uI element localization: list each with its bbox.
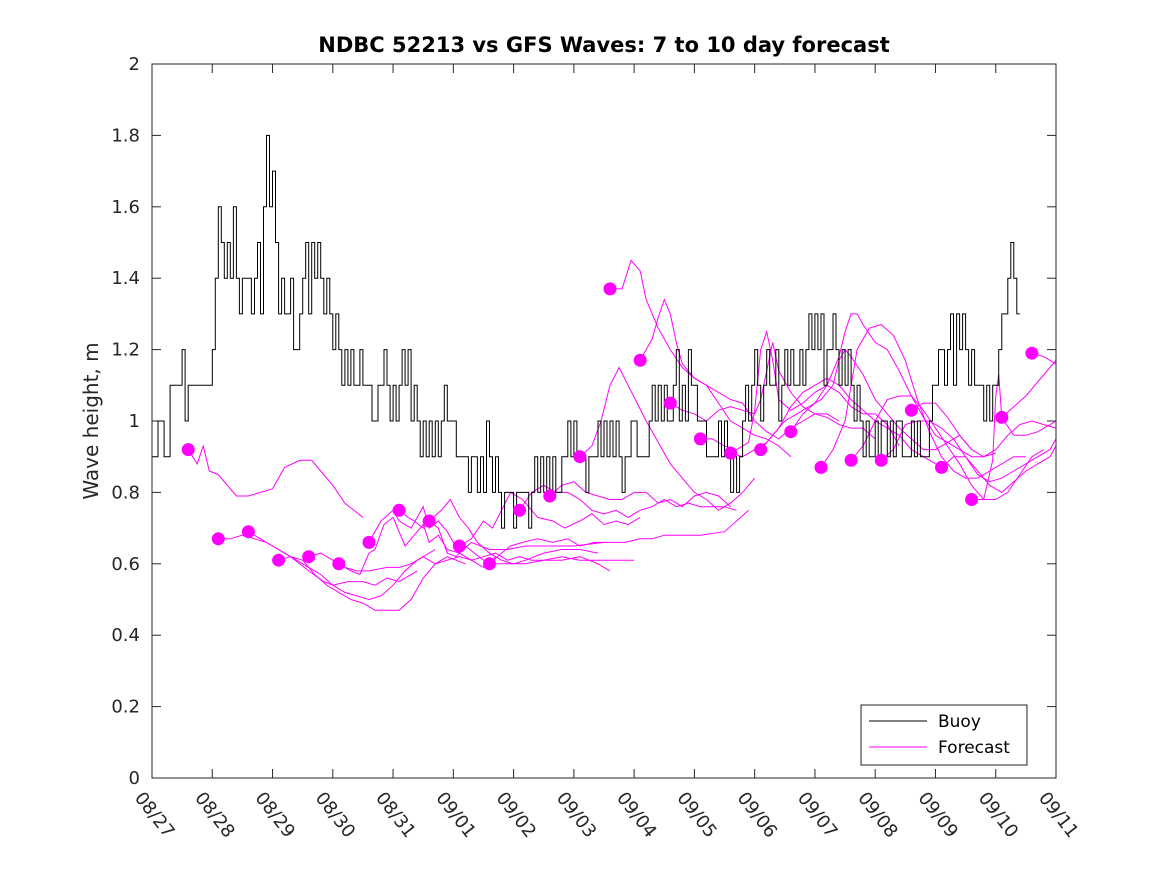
forecast-marker (663, 396, 677, 410)
y-tick-label: 0.2 (111, 697, 140, 718)
forecast-line (941, 445, 1056, 494)
y-tick-label: 1 (129, 411, 140, 432)
y-tick-label: 0.6 (111, 554, 140, 575)
x-tick-label: 09/03 (552, 788, 600, 842)
legend-label-forecast: Forecast (938, 738, 1010, 758)
plot-border (151, 63, 1057, 779)
forecast-marker (754, 443, 768, 457)
forecast-marker (362, 535, 376, 549)
y-tick-label: 1.6 (111, 197, 140, 218)
x-tick-label: 09/05 (672, 788, 720, 842)
forecast-marker (724, 446, 738, 460)
forecast-line (398, 498, 599, 565)
forecast-line (820, 324, 1026, 479)
forecast-marker (603, 282, 617, 296)
y-tick-label: 0.8 (111, 482, 140, 503)
forecast-marker (844, 453, 858, 467)
forecast-marker (965, 493, 979, 506)
x-tick-label: 09/10 (974, 788, 1022, 842)
forecast-marker (573, 450, 587, 464)
y-tick-label: 1.2 (111, 340, 140, 361)
forecast-line (700, 329, 900, 451)
forecast-marker (422, 514, 436, 528)
forecast-line (187, 444, 364, 518)
forecast-line (730, 377, 936, 465)
forecast-marker (241, 525, 255, 539)
forecast-marker (814, 460, 828, 474)
forecast-marker (935, 460, 948, 474)
forecast-marker (904, 403, 918, 417)
forecast-line (459, 491, 641, 547)
x-tick-label: 09/06 (733, 788, 781, 842)
forecast-line (760, 348, 972, 451)
y-tick-label: 0.4 (111, 625, 140, 646)
forecast-marker (513, 503, 527, 517)
y-tick-label: 0 (129, 768, 140, 789)
forecast-line (549, 481, 731, 508)
forecast-marker (1025, 346, 1039, 360)
x-tick-label: 09/04 (612, 788, 660, 842)
x-tick-label: 09/02 (492, 788, 540, 842)
x-tick-label: 09/07 (793, 788, 841, 842)
series-group (152, 134, 1056, 611)
forecast-marker (211, 532, 225, 546)
x-tick-label: 08/27 (130, 788, 178, 842)
x-tick-label: 08/28 (190, 788, 238, 842)
forecast-marker (181, 443, 195, 457)
forecast-marker (392, 503, 406, 517)
forecast-marker (693, 432, 707, 446)
legend-box (860, 704, 1028, 766)
forecast-line (579, 366, 756, 511)
forecast-marker (452, 539, 466, 553)
forecast-line (489, 509, 749, 565)
forecast-marker (995, 410, 1009, 424)
y-tick-label: 1.8 (111, 125, 140, 146)
forecast-marker (332, 557, 346, 571)
y-axis-title: Wave height, m (79, 342, 103, 499)
series-layer (152, 134, 1056, 611)
forecast-marker (874, 453, 888, 467)
x-tick-label: 09/01 (431, 788, 479, 842)
forecast-marker (633, 353, 647, 367)
x-tick-label: 08/31 (371, 788, 419, 842)
buoy-line (152, 134, 1020, 529)
legend: Buoy Forecast (860, 704, 1028, 766)
x-tick-label: 09/08 (853, 788, 901, 842)
y-tick-label: 2 (129, 54, 140, 75)
x-tick-label: 08/29 (251, 788, 299, 842)
forecast-marker (543, 489, 557, 503)
forecast-marker (784, 425, 798, 439)
chart-title: NDBC 52213 vs GFS Waves: 7 to 10 day for… (318, 33, 889, 57)
forecast-line (278, 556, 466, 611)
forecast-marker (302, 550, 316, 564)
x-tick-label: 09/11 (1034, 788, 1082, 842)
forecast-line (368, 505, 635, 561)
forecast-marker (483, 557, 496, 571)
y-tick-label: 1.4 (111, 268, 140, 289)
forecast-line (248, 531, 436, 601)
x-tick-label: 08/30 (311, 788, 359, 842)
legend-label-buoy: Buoy (938, 712, 981, 732)
forecast-marker (272, 553, 286, 567)
forecast-line (639, 298, 840, 440)
x-tick-label: 09/09 (914, 788, 962, 842)
forecast-line (911, 402, 1056, 458)
forecast-line (338, 516, 605, 576)
forecast-line (1001, 359, 1056, 418)
forecast-line (850, 395, 1045, 500)
forecast-line (790, 313, 996, 458)
